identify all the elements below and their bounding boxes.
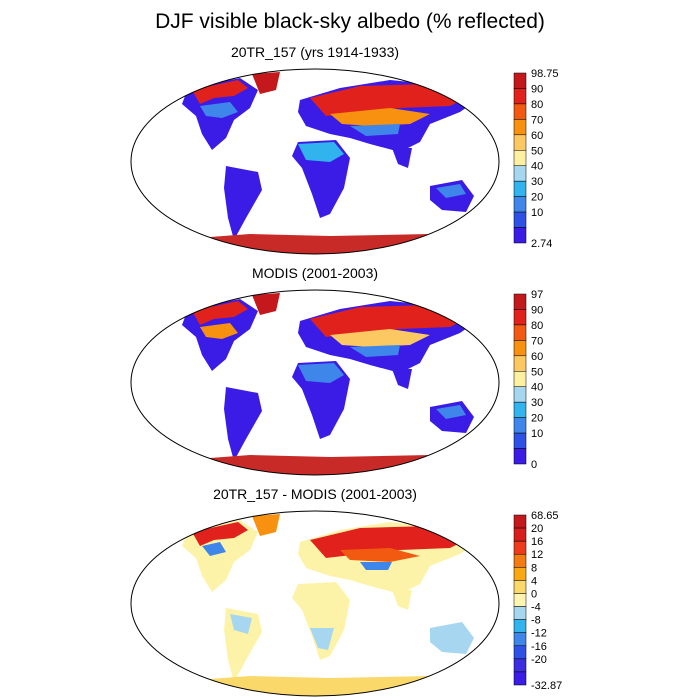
colorbar-tick-label: 0	[531, 588, 537, 600]
colorbar-tick-label: 20	[531, 413, 543, 425]
colorbar-tick-label: -4	[531, 602, 541, 614]
colorbar-box	[513, 593, 527, 607]
colorbar-tick-label: -32.87	[531, 680, 562, 692]
colorbar-tick-label: 70	[531, 335, 543, 347]
colorbar-box	[513, 658, 527, 673]
colorbar-box	[513, 227, 527, 244]
figure-title: DJF visible black-sky albedo (% reflecte…	[155, 10, 545, 33]
colorbar-tick-label: -8	[531, 615, 541, 627]
colorbar-box	[513, 567, 527, 581]
colorbar-tick-label: 30	[531, 397, 543, 409]
colorbar-tick-label: 20	[531, 523, 543, 535]
colorbar-tick-label: 30	[531, 176, 543, 188]
colorbar-tick-label: 97	[531, 289, 543, 301]
colorbar-tick-label: 12	[531, 549, 543, 561]
colorbar-box	[513, 619, 527, 633]
colorbar-tick-label: 70	[531, 114, 543, 126]
colorbar-tick-label: 90	[531, 304, 543, 316]
colorbar-tick-label: 20	[531, 192, 543, 204]
panel-1-map	[130, 68, 500, 255]
colorbar-box	[513, 309, 527, 326]
panel-1-title: 20TR_157 (yrs 1914-1933)	[230, 44, 400, 60]
panel-2-colorbar: 97 90 80 70 60 50 40 30 20 10 0	[513, 289, 543, 471]
colorbar-tick-label: -12	[531, 628, 547, 640]
colorbar-tick-label: 10	[531, 428, 543, 440]
panel-2-map	[130, 289, 500, 476]
colorbar-box	[513, 386, 527, 403]
colorbar-tick-label: 40	[531, 382, 543, 394]
panel-3-map	[130, 510, 500, 697]
colorbar-box	[513, 671, 527, 686]
colorbar-tick-label: 2.74	[531, 238, 552, 250]
colorbar-tick-label: 68.65	[531, 510, 559, 522]
colorbar-tick-label: 60	[531, 351, 543, 363]
south-america	[224, 166, 262, 240]
colorbar-box	[513, 196, 527, 213]
colorbar-tick-label: 80	[531, 320, 543, 332]
colorbar-tick-label: 8	[531, 562, 537, 574]
colorbar-box	[513, 448, 527, 465]
antarctica	[170, 234, 470, 254]
colorbar-box	[513, 134, 527, 151]
colorbar-box	[513, 88, 527, 105]
colorbar-box	[513, 606, 527, 620]
colorbar-box	[513, 417, 527, 434]
colorbar-box	[513, 645, 527, 660]
colorbar-box	[513, 119, 527, 136]
greenland	[252, 72, 280, 94]
colorbar-box	[513, 540, 527, 555]
colorbar-box	[513, 527, 527, 542]
colorbar-box	[513, 211, 527, 228]
colorbar-tick-label: 50	[531, 145, 543, 157]
colorbar-box	[513, 180, 527, 197]
colorbar-box	[513, 293, 527, 310]
colorbar-box	[513, 340, 527, 357]
colorbar-tick-label: 40	[531, 161, 543, 173]
colorbar-tick-label: 16	[531, 536, 543, 548]
colorbar-tick-label: 4	[531, 575, 537, 587]
colorbar-tick-label: 50	[531, 366, 543, 378]
colorbar-tick-label: 98.75	[531, 68, 559, 80]
colorbar-tick-label: 80	[531, 99, 543, 111]
colorbar-box	[513, 371, 527, 387]
colorbar-tick-label: -16	[531, 641, 547, 653]
colorbar-tick-label: -20	[531, 654, 547, 666]
colorbar-tick-label: 60	[531, 130, 543, 142]
colorbar-box	[513, 632, 527, 647]
colorbar-tick-label: 0	[531, 459, 537, 471]
colorbar-box	[513, 103, 527, 120]
colorbar-box	[513, 514, 527, 529]
colorbar-box	[513, 432, 527, 449]
colorbar-box	[513, 165, 527, 182]
colorbar-box	[513, 324, 527, 341]
colorbar-box	[513, 150, 527, 166]
colorbar-tick-label: 90	[531, 83, 543, 95]
panel-3-title: 20TR_157 - MODIS (2001-2003)	[213, 486, 417, 502]
colorbar-box	[513, 401, 527, 418]
colorbar-box	[513, 72, 527, 89]
colorbar-tick-label: 10	[531, 207, 543, 219]
panel-1-colorbar: 98.75 90 80 70 60 50 40 30 20 10 2.74	[513, 68, 559, 250]
panel-2-title: MODIS (2001-2003)	[251, 265, 379, 281]
colorbar-box	[513, 355, 527, 372]
colorbar-box	[513, 580, 527, 594]
colorbar-box	[513, 553, 527, 568]
